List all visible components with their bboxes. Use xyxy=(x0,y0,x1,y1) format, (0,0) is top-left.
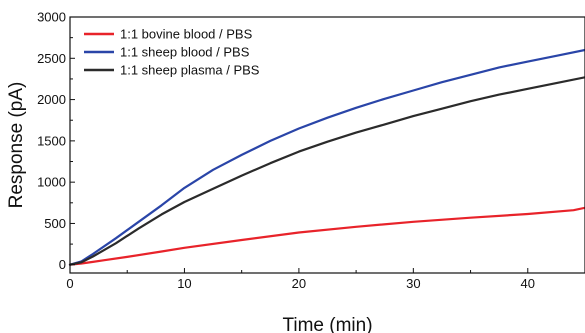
legend: 1:1 bovine blood / PBS 1:1 sheep blood / … xyxy=(84,27,260,78)
y-tick-label: 3000 xyxy=(37,10,66,25)
plot-frame xyxy=(69,16,585,274)
legend-label-2: 1:1 sheep blood / PBS xyxy=(120,45,250,60)
series-line-1 xyxy=(68,206,585,266)
y-tick-label: 2000 xyxy=(37,92,66,107)
series-group xyxy=(68,48,585,266)
y-tick-label: 2500 xyxy=(37,51,66,66)
y-tick-label: 1500 xyxy=(37,133,66,148)
y-tick-label: 0 xyxy=(59,257,66,272)
x-tick-label: 30 xyxy=(406,276,420,291)
series-line-2 xyxy=(68,48,585,266)
x-axis-title: Time (min) xyxy=(282,315,372,333)
x-tick-label: 20 xyxy=(292,276,306,291)
x-tick-label: 40 xyxy=(521,276,535,291)
x-tick-label: 0 xyxy=(66,276,73,291)
legend-label-1: 1:1 bovine blood / PBS xyxy=(120,27,253,42)
y-tick-label: 500 xyxy=(44,216,66,231)
y-axis-title: Response (pA) xyxy=(6,82,27,209)
series-line-3 xyxy=(68,76,585,266)
legend-label-3: 1:1 sheep plasma / PBS xyxy=(120,63,260,78)
y-tick-label: 1000 xyxy=(37,175,66,190)
axis-ticks: 0 10 20 30 40 0 500 1000 1500 2000 2500 3000 xyxy=(37,10,535,292)
x-tick-label: 10 xyxy=(177,276,191,291)
